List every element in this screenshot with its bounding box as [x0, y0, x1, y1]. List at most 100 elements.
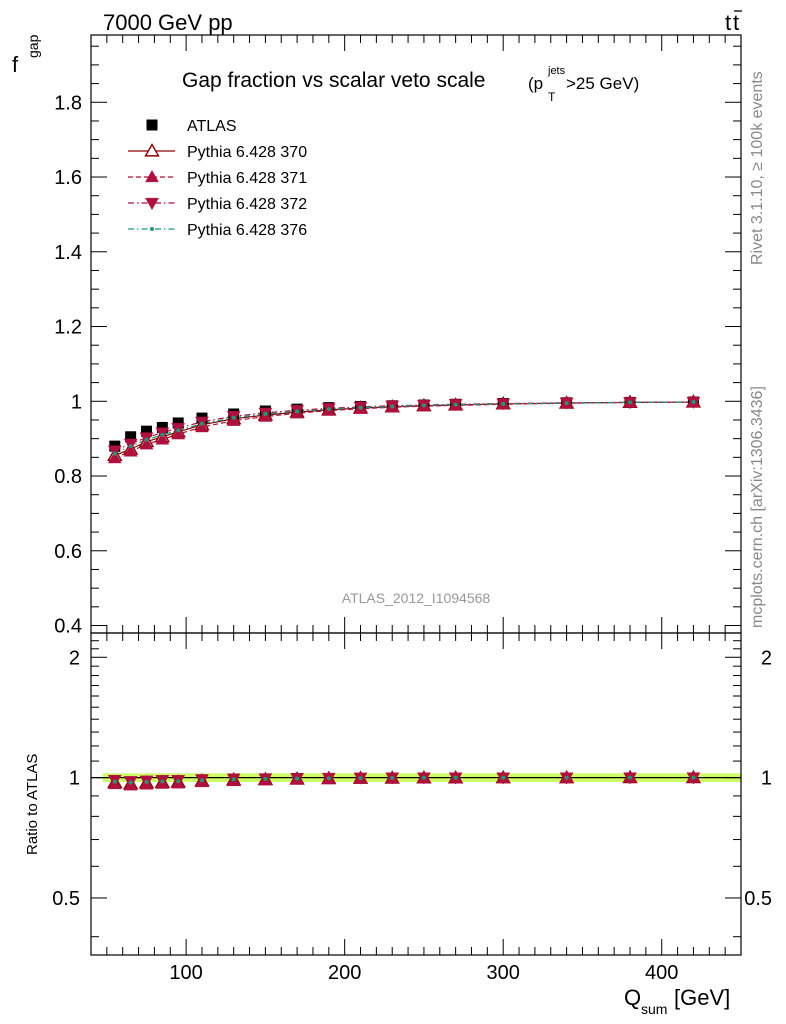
chart-title: Gap fraction vs scalar veto scale (p jet… [182, 65, 639, 104]
main-series-markers [107, 394, 702, 464]
ratio-y-tick-labels: 0.5 0.5 1 1 2 2 [52, 647, 772, 910]
legend-entry-3: Pythia 6.428 372 [128, 196, 307, 213]
ratio-point-s3-9 [326, 776, 331, 781]
chart-title-sub: T [548, 90, 556, 104]
header-energy-label: 7000 GeV pp [103, 10, 233, 35]
legend-label: Pythia 6.428 376 [187, 222, 307, 239]
main-y-axis-label: f gap [12, 34, 41, 77]
ratio-point-s3-4 [176, 779, 181, 784]
mcplots-label: mcplots.cern.ch [arXiv:1306.3436] [749, 386, 766, 628]
ratio-axis-ticks [91, 633, 741, 955]
ratio-y-tick-label: 1 [69, 768, 80, 790]
data-point-s0-4 [172, 417, 184, 429]
legend-marker [150, 227, 154, 231]
ratio-point-s3-6 [231, 777, 236, 782]
main-y-tick-label: 0.8 [54, 466, 82, 488]
main-y-tick-label: 1.8 [54, 92, 82, 114]
ratio-point-s3-8 [295, 776, 300, 781]
x-axis-label: Q sum [GeV] [624, 985, 730, 1017]
header-process-label: t t [725, 10, 742, 35]
legend-entry-4: Pythia 6.428 376 [128, 222, 307, 239]
data-point-s4-10 [358, 405, 363, 410]
chart-title-close: >25 GeV) [566, 74, 639, 93]
ratio-point-s3-14 [501, 775, 506, 780]
ratio-y-tick-label: 2 [69, 647, 80, 669]
x-tick-label: 300 [487, 962, 520, 984]
main-y-tick-label: 1.6 [54, 167, 82, 189]
x-axis-label-unit: [GeV] [674, 985, 730, 1010]
x-axis-label-sub: sum [641, 1001, 667, 1017]
x-tick-labels: 100 200 300 400 [169, 962, 678, 984]
ratio-point-s3-11 [390, 775, 395, 780]
ratio-plot-frame [90, 632, 742, 956]
legend-label: Pythia 6.428 371 [187, 170, 307, 187]
main-y-tick-labels: 0.4 0.6 0.8 1 1.2 1.4 1.6 1.8 [54, 92, 82, 637]
legend-marker [145, 169, 159, 183]
data-point-s4-3 [160, 432, 165, 437]
data-point-s4-17 [691, 400, 696, 405]
legend: ATLAS Pythia 6.428 370 Pythia 6.428 371 Pyt… [128, 118, 307, 239]
header-process-t: t [725, 10, 731, 35]
data-point-s4-8 [295, 409, 300, 414]
ratio-point-s3-0 [112, 779, 117, 784]
main-plot-panel: 0.4 0.6 0.8 1 1.2 1.4 1.6 1.8 f gap Gap fractio… [12, 34, 742, 638]
series-line-3 [114, 401, 694, 452]
ratio-point-s3-16 [628, 775, 633, 780]
chart-title-sup: jets [547, 65, 566, 77]
ratio-point-s3-5 [199, 778, 204, 783]
data-point-s0-2 [140, 425, 152, 437]
x-axis-label-main: Q [624, 985, 641, 1010]
legend-entry-2: Pythia 6.428 371 [128, 169, 307, 187]
main-y-axis-label-main: f [12, 52, 19, 77]
data-point-s0-3 [156, 421, 168, 433]
chart-title-main: Gap fraction vs scalar veto scale [182, 69, 485, 92]
data-point-s4-9 [326, 407, 331, 412]
main-y-axis-label-sub: gap [25, 34, 41, 58]
main-y-tick-label: 0.4 [54, 616, 82, 638]
data-point-s4-15 [564, 401, 569, 406]
ratio-point-s3-10 [358, 776, 363, 781]
data-point-s4-4 [176, 428, 181, 433]
data-point-s4-12 [421, 403, 426, 408]
analysis-watermark: ATLAS_2012_I1094568 [342, 590, 491, 606]
ratio-y-axis-label: Ratio to ATLAS [24, 754, 41, 855]
data-point-s4-5 [199, 421, 204, 426]
ratio-point-s3-12 [421, 775, 426, 780]
ratio-y-tick-label-right: 1 [761, 768, 772, 790]
x-tick-label: 400 [645, 962, 678, 984]
header-process-tbar: t [733, 10, 739, 35]
data-point-s4-2 [144, 437, 149, 442]
ratio-point-s3-7 [263, 777, 268, 782]
ratio-plot-panel: 0.5 0.5 1 1 2 2 100 200 300 400 Ratio to ATLAS Q… [24, 632, 772, 1017]
data-point-s4-14 [501, 401, 506, 406]
ratio-y-tick-label-right: 2 [761, 647, 772, 669]
ratio-point-s3-1 [128, 780, 133, 785]
main-y-tick-label: 0.6 [54, 541, 82, 563]
data-point-s4-0 [112, 451, 117, 456]
rivet-version-label: Rivet 3.1.10, ≥ 100k events [749, 71, 766, 265]
data-point-s4-7 [263, 411, 268, 416]
legend-entry-0: ATLAS [146, 118, 237, 135]
legend-marker [146, 119, 158, 131]
main-y-tick-label: 1.4 [54, 242, 82, 264]
data-point-s4-1 [128, 444, 133, 449]
ratio-point-s3-13 [453, 775, 458, 780]
ratio-y-tick-label-right: 0.5 [744, 888, 772, 910]
ratio-point-s3-2 [144, 780, 149, 785]
x-tick-label: 100 [169, 962, 202, 984]
x-tick-label: 200 [328, 962, 361, 984]
main-y-tick-label: 1 [71, 391, 82, 413]
ratio-point-s3-15 [564, 775, 569, 780]
ratio-point-s3-3 [160, 779, 165, 784]
data-point-s3-0 [107, 445, 122, 458]
data-point-s4-13 [453, 402, 458, 407]
legend-label: Pythia 6.428 370 [187, 144, 307, 161]
legend-marker [144, 143, 160, 157]
chart-title-open: (p [528, 74, 543, 93]
data-point-s4-16 [628, 400, 633, 405]
legend-marker [145, 197, 159, 211]
legend-entry-1: Pythia 6.428 370 [128, 143, 307, 161]
data-point-s0-1 [125, 431, 137, 443]
ratio-series-markers [107, 769, 702, 791]
